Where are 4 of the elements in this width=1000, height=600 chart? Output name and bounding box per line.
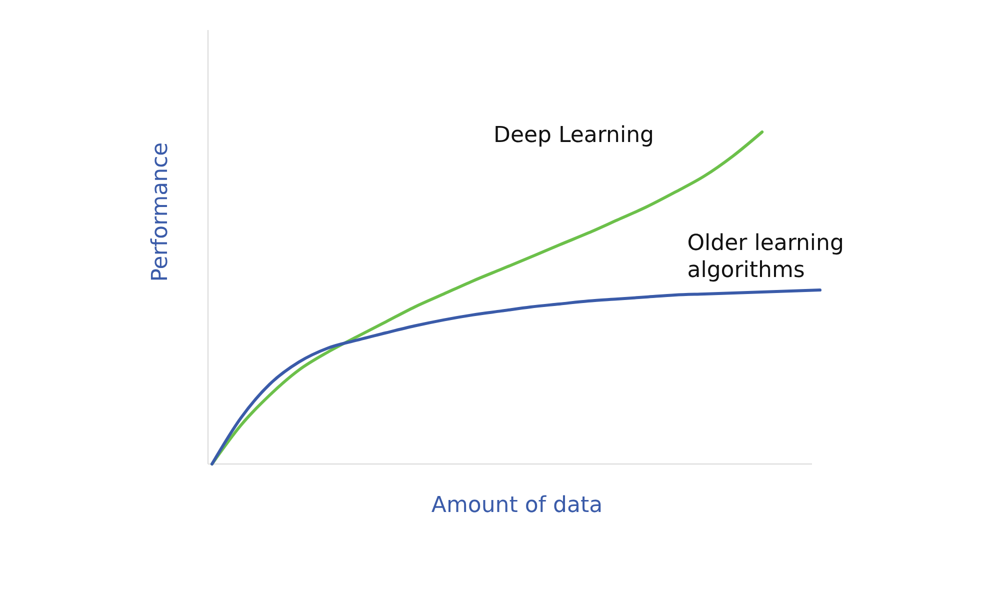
x-axis-title: Amount of data [431,493,603,518]
y-axis-title: Performance [148,142,173,282]
text: Deep Learning [494,123,654,148]
series-label: Older learning algorithms [687,231,844,284]
